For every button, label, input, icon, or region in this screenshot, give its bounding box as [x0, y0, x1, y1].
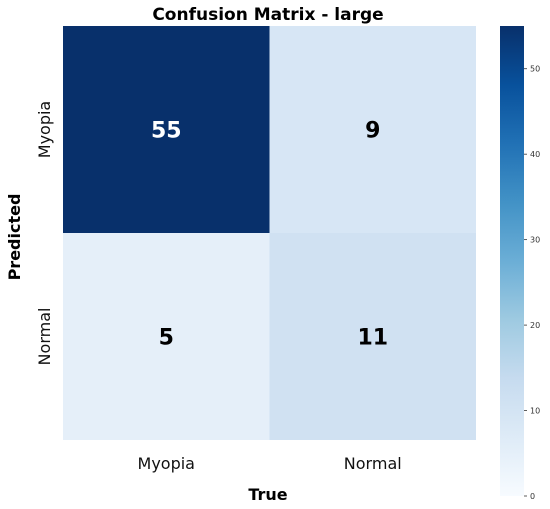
y-tick-label: Myopia — [35, 101, 54, 158]
heatmap-cell — [269, 233, 476, 440]
colorbar-tick-label: 10 — [530, 407, 540, 416]
cell-value-label: 5 — [159, 326, 174, 351]
y-axis-label: Predicted — [5, 194, 24, 281]
heatmap-cell — [269, 26, 476, 233]
heatmap-cell — [63, 26, 270, 233]
x-tick-labels: Myopia Normal — [138, 454, 402, 473]
colorbar-tick-label: 0 — [530, 492, 535, 501]
cell-value-label: 9 — [365, 119, 380, 144]
colorbar — [500, 26, 524, 496]
colorbar-ticks: 0 10 20 30 40 50 — [524, 65, 540, 501]
y-tick-label: Normal — [35, 308, 54, 366]
heatmap-cell — [63, 233, 270, 440]
colorbar-tick-label: 40 — [530, 150, 540, 159]
chart-title: Confusion Matrix - large — [152, 5, 383, 25]
heatmap-cells: 55 9 5 11 — [63, 26, 476, 440]
colorbar-tick-label: 30 — [530, 236, 540, 245]
x-tick-label: Normal — [344, 454, 402, 473]
y-tick-labels: Myopia Normal — [35, 101, 54, 366]
cell-value-label: 55 — [151, 119, 182, 144]
colorbar-tick-label: 20 — [530, 321, 540, 330]
colorbar-tick-label: 50 — [530, 65, 540, 74]
x-axis-label: True — [248, 485, 287, 504]
x-tick-label: Myopia — [138, 454, 195, 473]
cell-value-label: 11 — [357, 326, 388, 351]
